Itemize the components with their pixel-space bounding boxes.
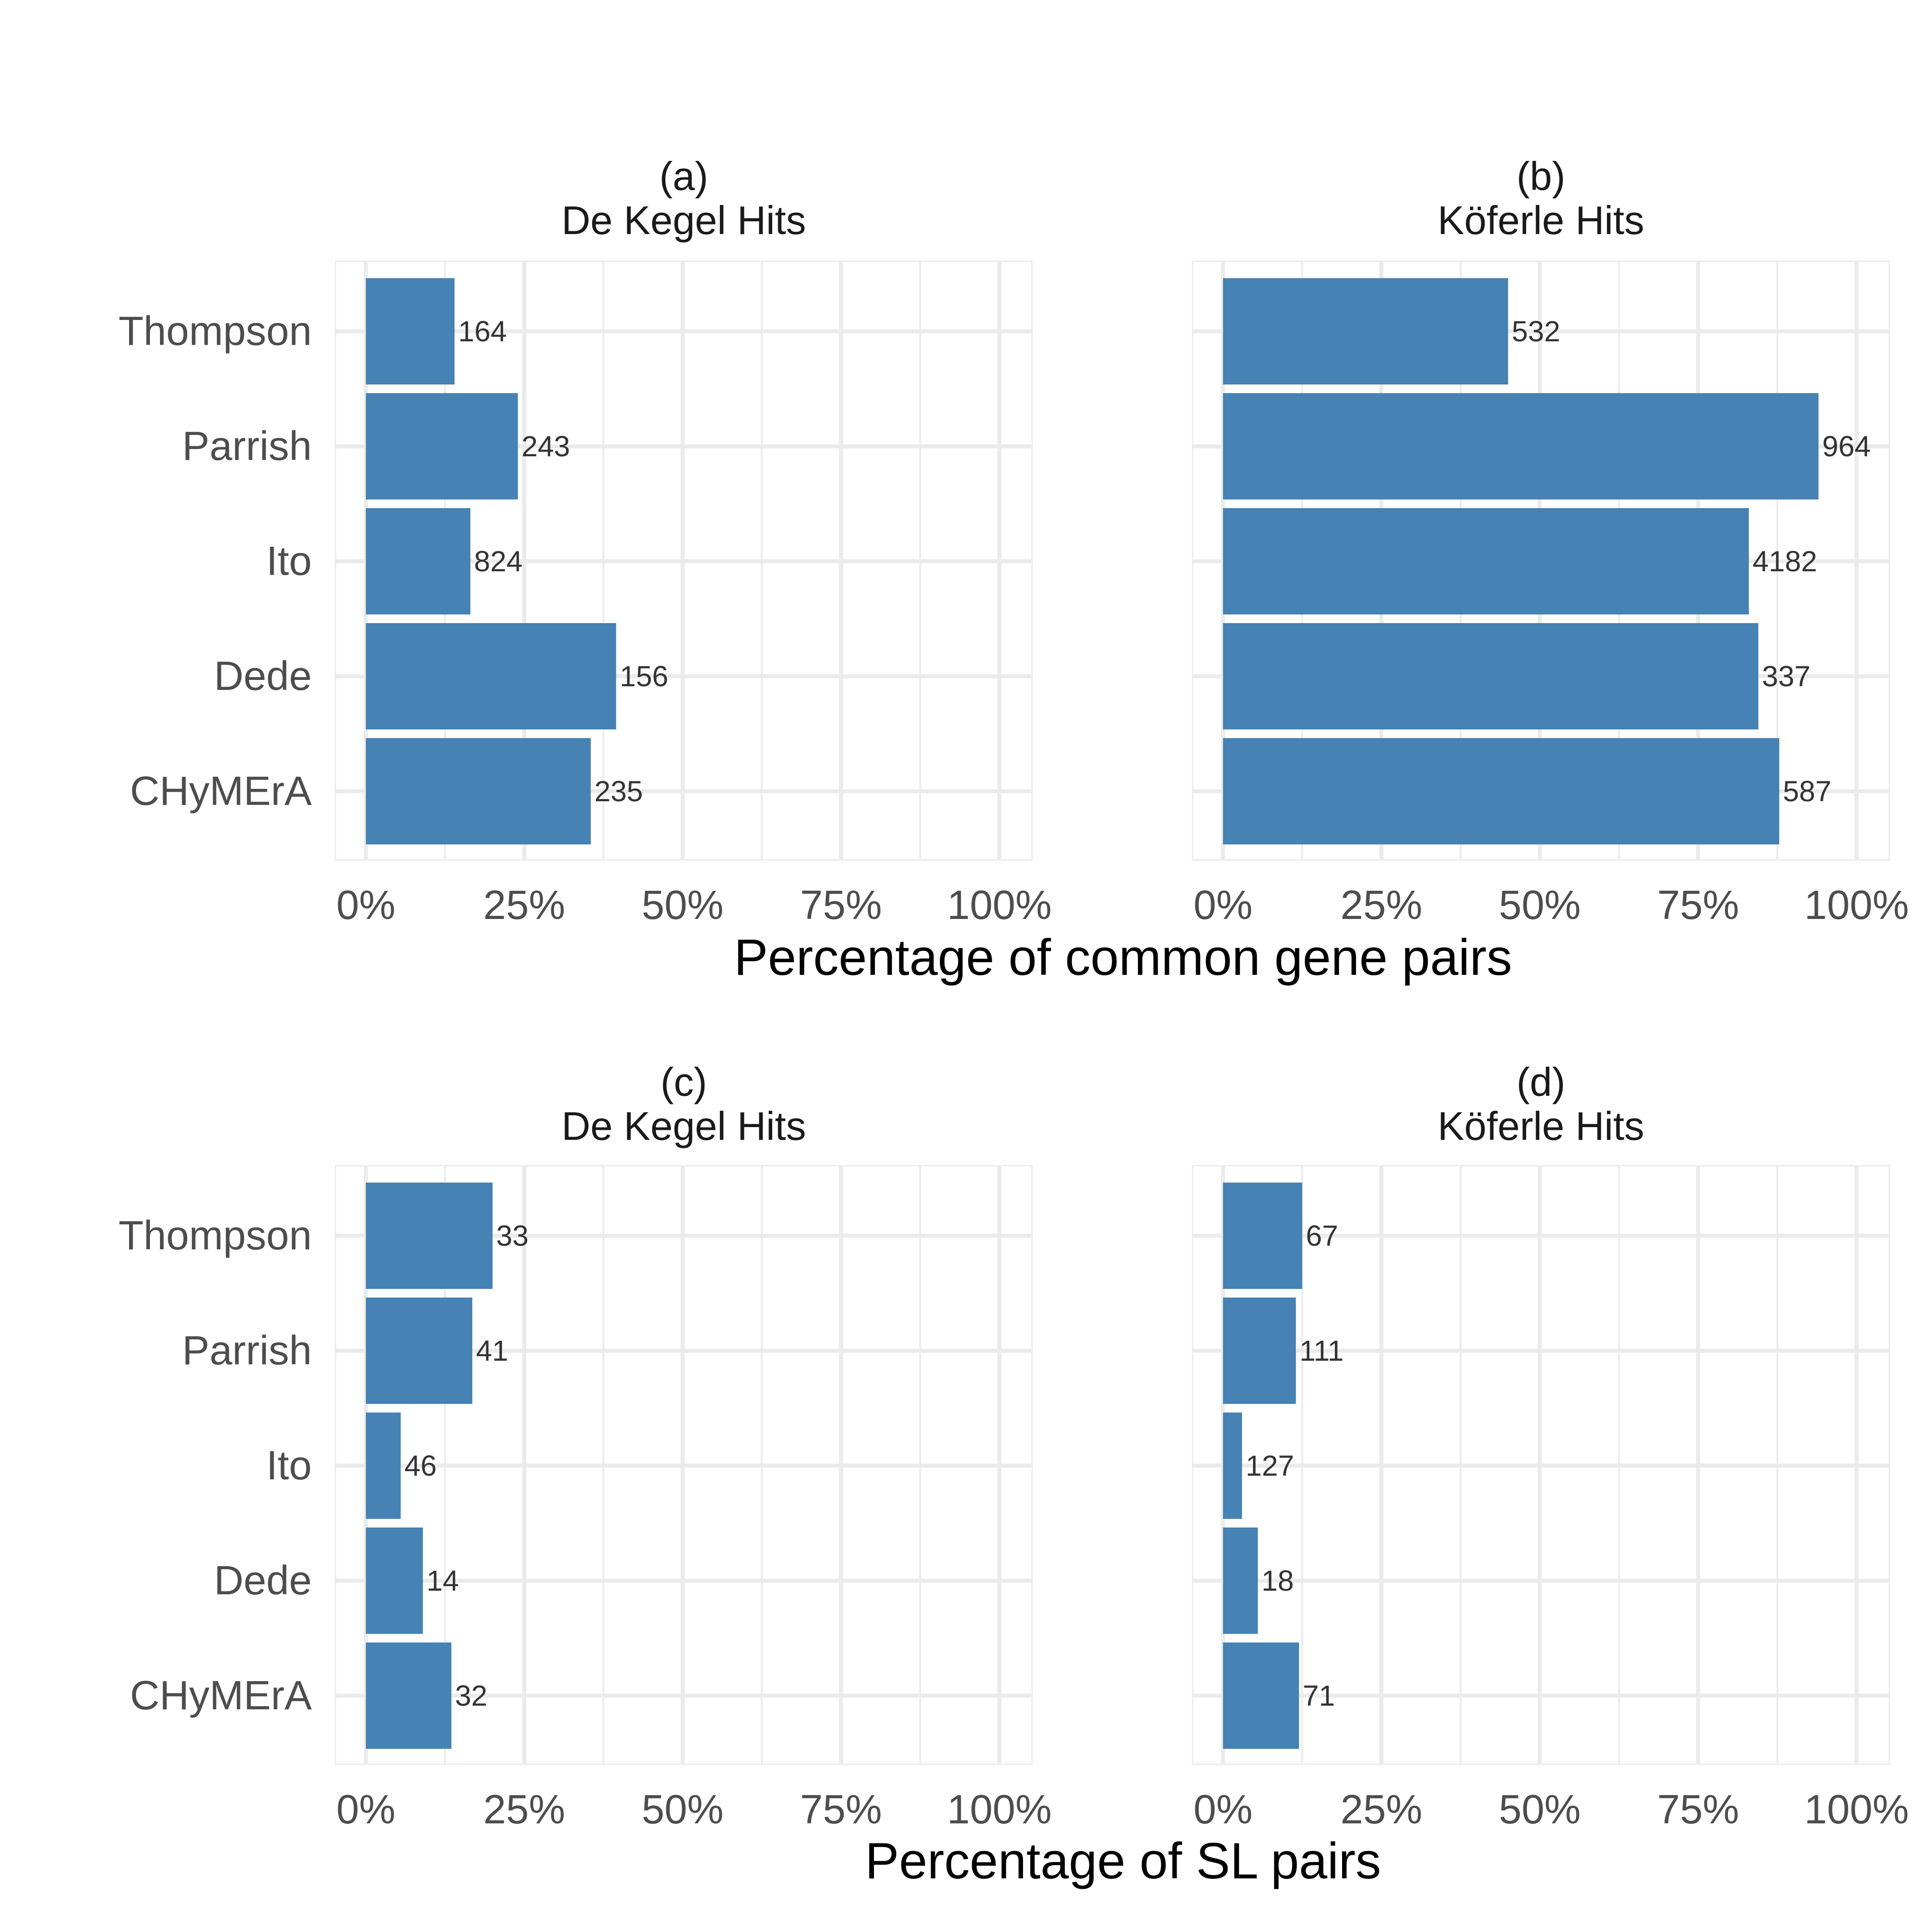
x-tick-label: 100% xyxy=(1804,883,1909,928)
bar-dede xyxy=(366,623,616,729)
data-label: 67 xyxy=(1306,1219,1338,1252)
data-label: 337 xyxy=(1762,660,1811,693)
category-label: CHyMErA xyxy=(130,769,312,814)
chart-panel-1: 164 243 824 156 235 Thompson Parrish Ito Dede CHy… xyxy=(119,154,1052,928)
bar-thompson xyxy=(1223,278,1508,384)
data-label: 156 xyxy=(620,660,669,693)
bar-chymera xyxy=(366,738,591,844)
data-label: 532 xyxy=(1512,315,1560,348)
data-label: 18 xyxy=(1262,1564,1294,1597)
bar-thompson xyxy=(366,278,455,384)
bar-thompson xyxy=(1223,1183,1303,1289)
data-label: 33 xyxy=(496,1219,529,1252)
data-label: 71 xyxy=(1303,1679,1335,1712)
bar-chymera xyxy=(1223,738,1779,844)
data-label: 243 xyxy=(522,430,570,463)
bar-parrish xyxy=(366,1298,473,1404)
x-tick-label: 75% xyxy=(1657,883,1739,928)
panel-title: De Kegel Hits xyxy=(561,198,806,243)
bar-dede xyxy=(1223,623,1758,729)
x-tick-label: 50% xyxy=(642,1787,724,1832)
x-tick-label: 0% xyxy=(1193,1787,1253,1832)
bar-dede xyxy=(366,1528,423,1634)
x-tick-label: 0% xyxy=(1193,883,1253,928)
panel-title: Köferle Hits xyxy=(1438,198,1644,243)
data-label: 824 xyxy=(474,545,523,578)
x-tick-label: 100% xyxy=(947,883,1052,928)
bar-ito xyxy=(366,508,471,614)
x-tick-label: 25% xyxy=(483,1787,565,1832)
category-label: Ito xyxy=(266,539,312,584)
bar-parrish xyxy=(366,393,518,499)
x-axis-title-top: Percentage of common gene pairs xyxy=(734,929,1512,986)
x-tick-label: 75% xyxy=(1657,1787,1739,1832)
x-tick-label: 0% xyxy=(336,883,395,928)
data-label: 235 xyxy=(594,775,643,808)
panel-title: Köferle Hits xyxy=(1438,1103,1644,1148)
data-label: 964 xyxy=(1822,430,1871,463)
data-label: 111 xyxy=(1299,1334,1343,1367)
bar-ito xyxy=(1223,508,1749,614)
chart-panel-2: 532 964 4182 337 587 0% 25% 50% 75% 100% (b)Köferl… xyxy=(1192,154,1909,928)
category-label: Dede xyxy=(214,654,312,699)
bar-thompson xyxy=(366,1183,493,1289)
x-tick-label: 75% xyxy=(800,1787,882,1832)
bar-dede xyxy=(1223,1528,1258,1634)
data-label: 164 xyxy=(458,315,507,348)
category-label: Thompson xyxy=(119,309,312,354)
category-label: CHyMErA xyxy=(130,1673,312,1718)
bar-ito xyxy=(366,1413,401,1519)
data-label: 32 xyxy=(455,1679,487,1712)
bar-parrish xyxy=(1223,393,1819,499)
data-label: 14 xyxy=(426,1564,459,1597)
data-label: 41 xyxy=(476,1334,508,1367)
bar-chymera xyxy=(366,1642,452,1749)
bar-parrish xyxy=(1223,1298,1296,1404)
x-tick-label: 100% xyxy=(1804,1787,1909,1832)
data-label: 4182 xyxy=(1752,545,1817,578)
x-tick-label: 100% xyxy=(947,1787,1052,1832)
panel-letter: (d) xyxy=(1517,1059,1566,1104)
data-label: 127 xyxy=(1246,1449,1294,1482)
chart-panel-3: 33 41 46 14 32 Thompson Parrish Ito Dede CHyMErA 0… xyxy=(119,1059,1052,1832)
x-tick-label: 25% xyxy=(1340,883,1422,928)
panel-title: De Kegel Hits xyxy=(561,1103,806,1148)
x-tick-label: 50% xyxy=(642,883,724,928)
x-tick-label: 50% xyxy=(1499,883,1581,928)
category-label: Ito xyxy=(266,1443,312,1488)
panel-letter: (b) xyxy=(1517,154,1566,199)
data-label: 587 xyxy=(1783,775,1832,808)
data-label: 46 xyxy=(404,1449,437,1482)
x-axis-title-bottom: Percentage of SL pairs xyxy=(865,1832,1381,1889)
bar-chymera xyxy=(1223,1642,1299,1749)
x-tick-label: 25% xyxy=(1340,1787,1422,1832)
x-tick-label: 25% xyxy=(483,883,565,928)
panel-letter: (c) xyxy=(660,1059,707,1104)
chart-panel-4: 67 111 127 18 71 0% 25% 50% 75% 100% (d)Köferle Hi… xyxy=(1192,1059,1909,1832)
category-label: Parrish xyxy=(182,1328,312,1373)
x-tick-label: 75% xyxy=(800,883,882,928)
bar-ito xyxy=(1223,1413,1242,1519)
panel-letter: (a) xyxy=(659,154,709,199)
category-label: Thompson xyxy=(119,1213,312,1258)
x-tick-label: 50% xyxy=(1499,1787,1581,1832)
x-tick-label: 0% xyxy=(336,1787,395,1832)
category-label: Parrish xyxy=(182,424,312,469)
category-label: Dede xyxy=(214,1558,312,1603)
panels: 164 243 824 156 235 Thompson Parrish Ito Dede CHy… xyxy=(119,154,1909,1832)
